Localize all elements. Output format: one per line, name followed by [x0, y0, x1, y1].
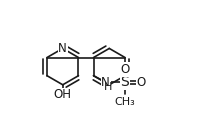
Text: N: N	[101, 76, 110, 89]
Text: S: S	[120, 75, 129, 89]
Text: O: O	[120, 63, 129, 76]
Text: CH₃: CH₃	[114, 97, 135, 107]
Text: O: O	[136, 76, 146, 89]
Text: N: N	[58, 42, 67, 55]
Text: H: H	[104, 82, 113, 92]
Text: OH: OH	[54, 88, 72, 102]
